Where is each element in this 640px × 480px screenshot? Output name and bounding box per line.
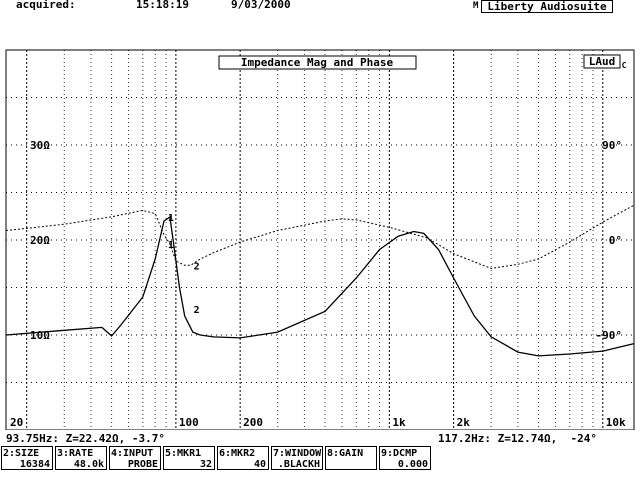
- grid-lines: [6, 50, 634, 430]
- acquired-date: 9/03/2000: [231, 0, 291, 11]
- impedance-phase-line: [5, 204, 635, 270]
- fkey-9[interactable]: 9:DCMP 0.000: [379, 446, 431, 470]
- plot-frame: [5, 49, 635, 430]
- fkey-4[interactable]: 4:INPUT PROBE: [109, 446, 161, 470]
- fkey-value: 16384: [19, 459, 50, 470]
- fkey-2[interactable]: 2:SIZE 16384: [1, 446, 53, 470]
- acquired-time: 15:18:19: [136, 0, 189, 11]
- fkey-value: 32: [199, 459, 212, 470]
- fkey-5[interactable]: 5:MKR1 32: [163, 446, 215, 470]
- fkey-label: 8:GAIN: [327, 448, 364, 459]
- right-tick-label: 90°: [602, 139, 622, 152]
- fkey-value: 40: [253, 459, 266, 470]
- impedance-chart: 30Ω 20Ω 10Ω 90° 0° -90° 20 100 200 1k 2k 10k 1 1 2 2 Im…: [5, 49, 635, 430]
- axis-labels: 30Ω 20Ω 10Ω 90° 0° -90° 20 100 200 1k 2k 10k 1 1 2 2: [10, 139, 626, 429]
- curves: [5, 204, 635, 357]
- left-tick-label: 10Ω: [30, 329, 50, 342]
- laud-logo: LAud C: [583, 54, 627, 70]
- fkey-value: .BLACKH: [277, 459, 320, 470]
- plot-title-text: Impedance Mag and Phase: [241, 56, 394, 69]
- acquired-label: acquired:: [16, 0, 76, 11]
- fkey-value: PROBE: [127, 459, 158, 470]
- fkey-label: 9:DCMP: [381, 448, 418, 459]
- cursor-marker: 2: [194, 261, 200, 272]
- logo-suffix: C: [622, 61, 627, 70]
- fkey-8[interactable]: 8:GAIN: [325, 446, 377, 470]
- fkey-label: 3:RATE: [57, 448, 94, 459]
- cursor-marker: 1: [168, 240, 174, 251]
- app-brand: M Liberty Audiosuite: [473, 0, 613, 13]
- app-title: Liberty Audiosuite: [481, 0, 613, 13]
- fkey-label: 6:MKR2: [219, 448, 256, 459]
- x-tick-label: 2k: [457, 416, 471, 429]
- cursor-marker: 1: [168, 213, 174, 224]
- fkey-7[interactable]: 7:WINDOW .BLACKH: [271, 446, 323, 470]
- cursor-marker: 2: [194, 305, 200, 316]
- x-tick-label: 10k: [606, 416, 626, 429]
- right-tick-label: -90°: [596, 329, 623, 342]
- cursor-readout-right: 117.2Hz: Z=12.74Ω, -24°: [438, 432, 597, 445]
- left-tick-label: 30Ω: [30, 139, 50, 152]
- function-keys: 2:SIZE 16384 3:RATE 48.0k 4:INPUT PROBE 5:MKR1…: [1, 446, 433, 470]
- fkey-value: 48.0k: [73, 459, 104, 470]
- x-tick-label: 20: [10, 416, 23, 429]
- x-tick-label: 200: [243, 416, 263, 429]
- fkey-label: 4:INPUT: [111, 448, 154, 459]
- fkey-label: 7:WINDOW: [273, 448, 322, 459]
- cursor-readout-left: 93.75Hz: Z=22.42Ω, -3.7°: [6, 432, 165, 445]
- fkey-label: 2:SIZE: [3, 448, 40, 459]
- fkey-label: 5:MKR1: [165, 448, 202, 459]
- fkey-value: 0.000: [397, 459, 428, 470]
- x-tick-label: 100: [179, 416, 199, 429]
- right-tick-label: 0°: [609, 234, 622, 247]
- menu-marker[interactable]: M: [473, 1, 479, 11]
- logo-text: LAud: [589, 55, 616, 68]
- left-tick-label: 20Ω: [30, 234, 50, 247]
- fkey-3[interactable]: 3:RATE 48.0k: [55, 446, 107, 470]
- x-tick-label: 1k: [392, 416, 406, 429]
- fkey-6[interactable]: 6:MKR2 40: [217, 446, 269, 470]
- impedance-magnitude-line: [5, 215, 635, 357]
- plot-title: Impedance Mag and Phase: [218, 55, 417, 70]
- header-bar: acquired: 15:18:19 9/03/2000: [0, 0, 640, 14]
